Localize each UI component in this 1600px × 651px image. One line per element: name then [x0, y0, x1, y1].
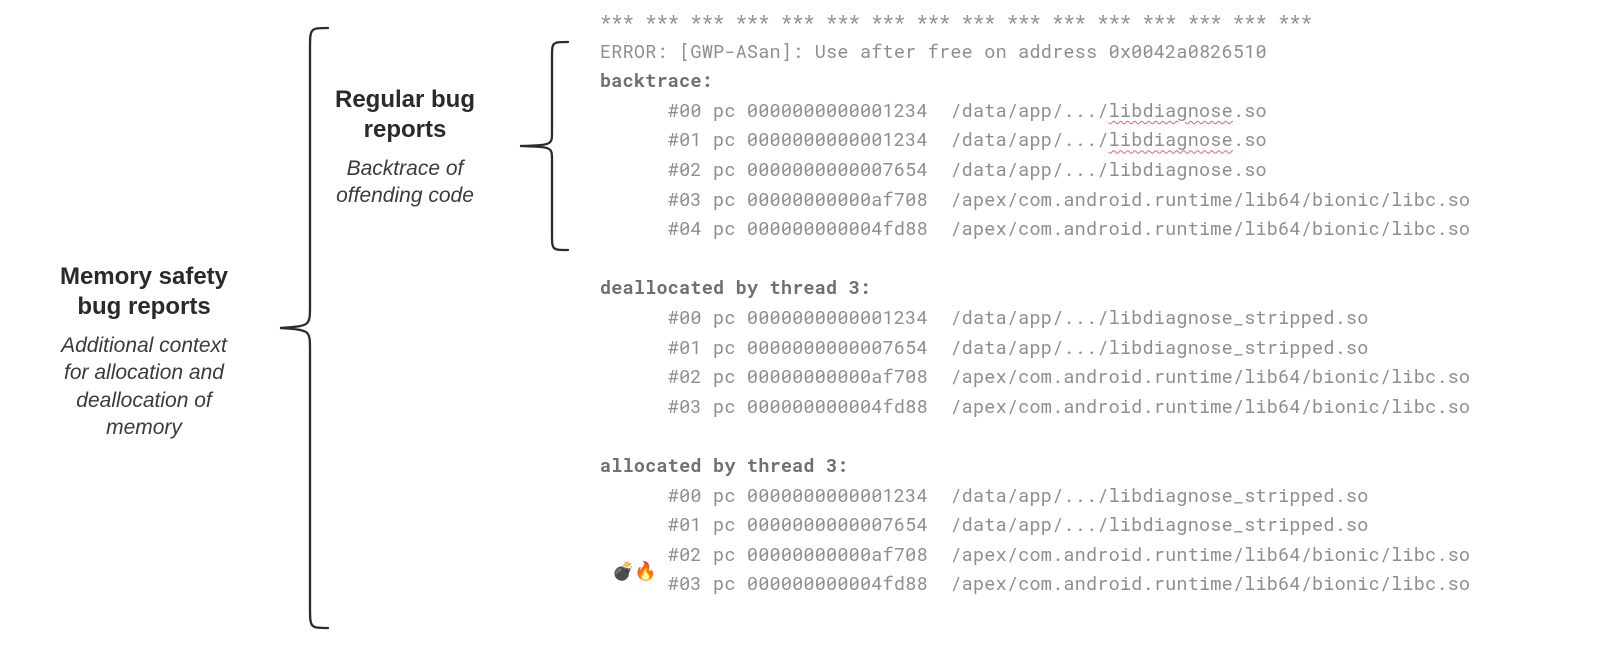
regular-sub-l1: Backtrace of: [320, 155, 490, 182]
bomb-fire-icon: 💣🔥: [612, 561, 657, 582]
memory-safety-title-l1: Memory safety: [34, 262, 254, 292]
memory-safety-sub-l4: memory: [34, 414, 254, 441]
memory-safety-sub-l2: for allocation and: [34, 359, 254, 386]
memory-safety-label: Memory safety bug reports Additional con…: [34, 262, 254, 441]
memory-safety-sub-l3: deallocation of: [34, 387, 254, 414]
regular-title-l1: Regular bug: [320, 85, 490, 115]
regular-sub-l2: offending code: [320, 182, 490, 209]
memory-safety-sub-l1: Additional context: [34, 332, 254, 359]
memory-safety-title-l2: bug reports: [34, 292, 254, 322]
brace-large-icon: [280, 28, 328, 628]
regular-bug-label: Regular bug reports Backtrace of offendi…: [320, 85, 490, 210]
brace-small-icon: [520, 42, 568, 250]
regular-title-l2: reports: [320, 115, 490, 145]
console-output: *** *** *** *** *** *** *** *** *** *** …: [600, 8, 1470, 600]
